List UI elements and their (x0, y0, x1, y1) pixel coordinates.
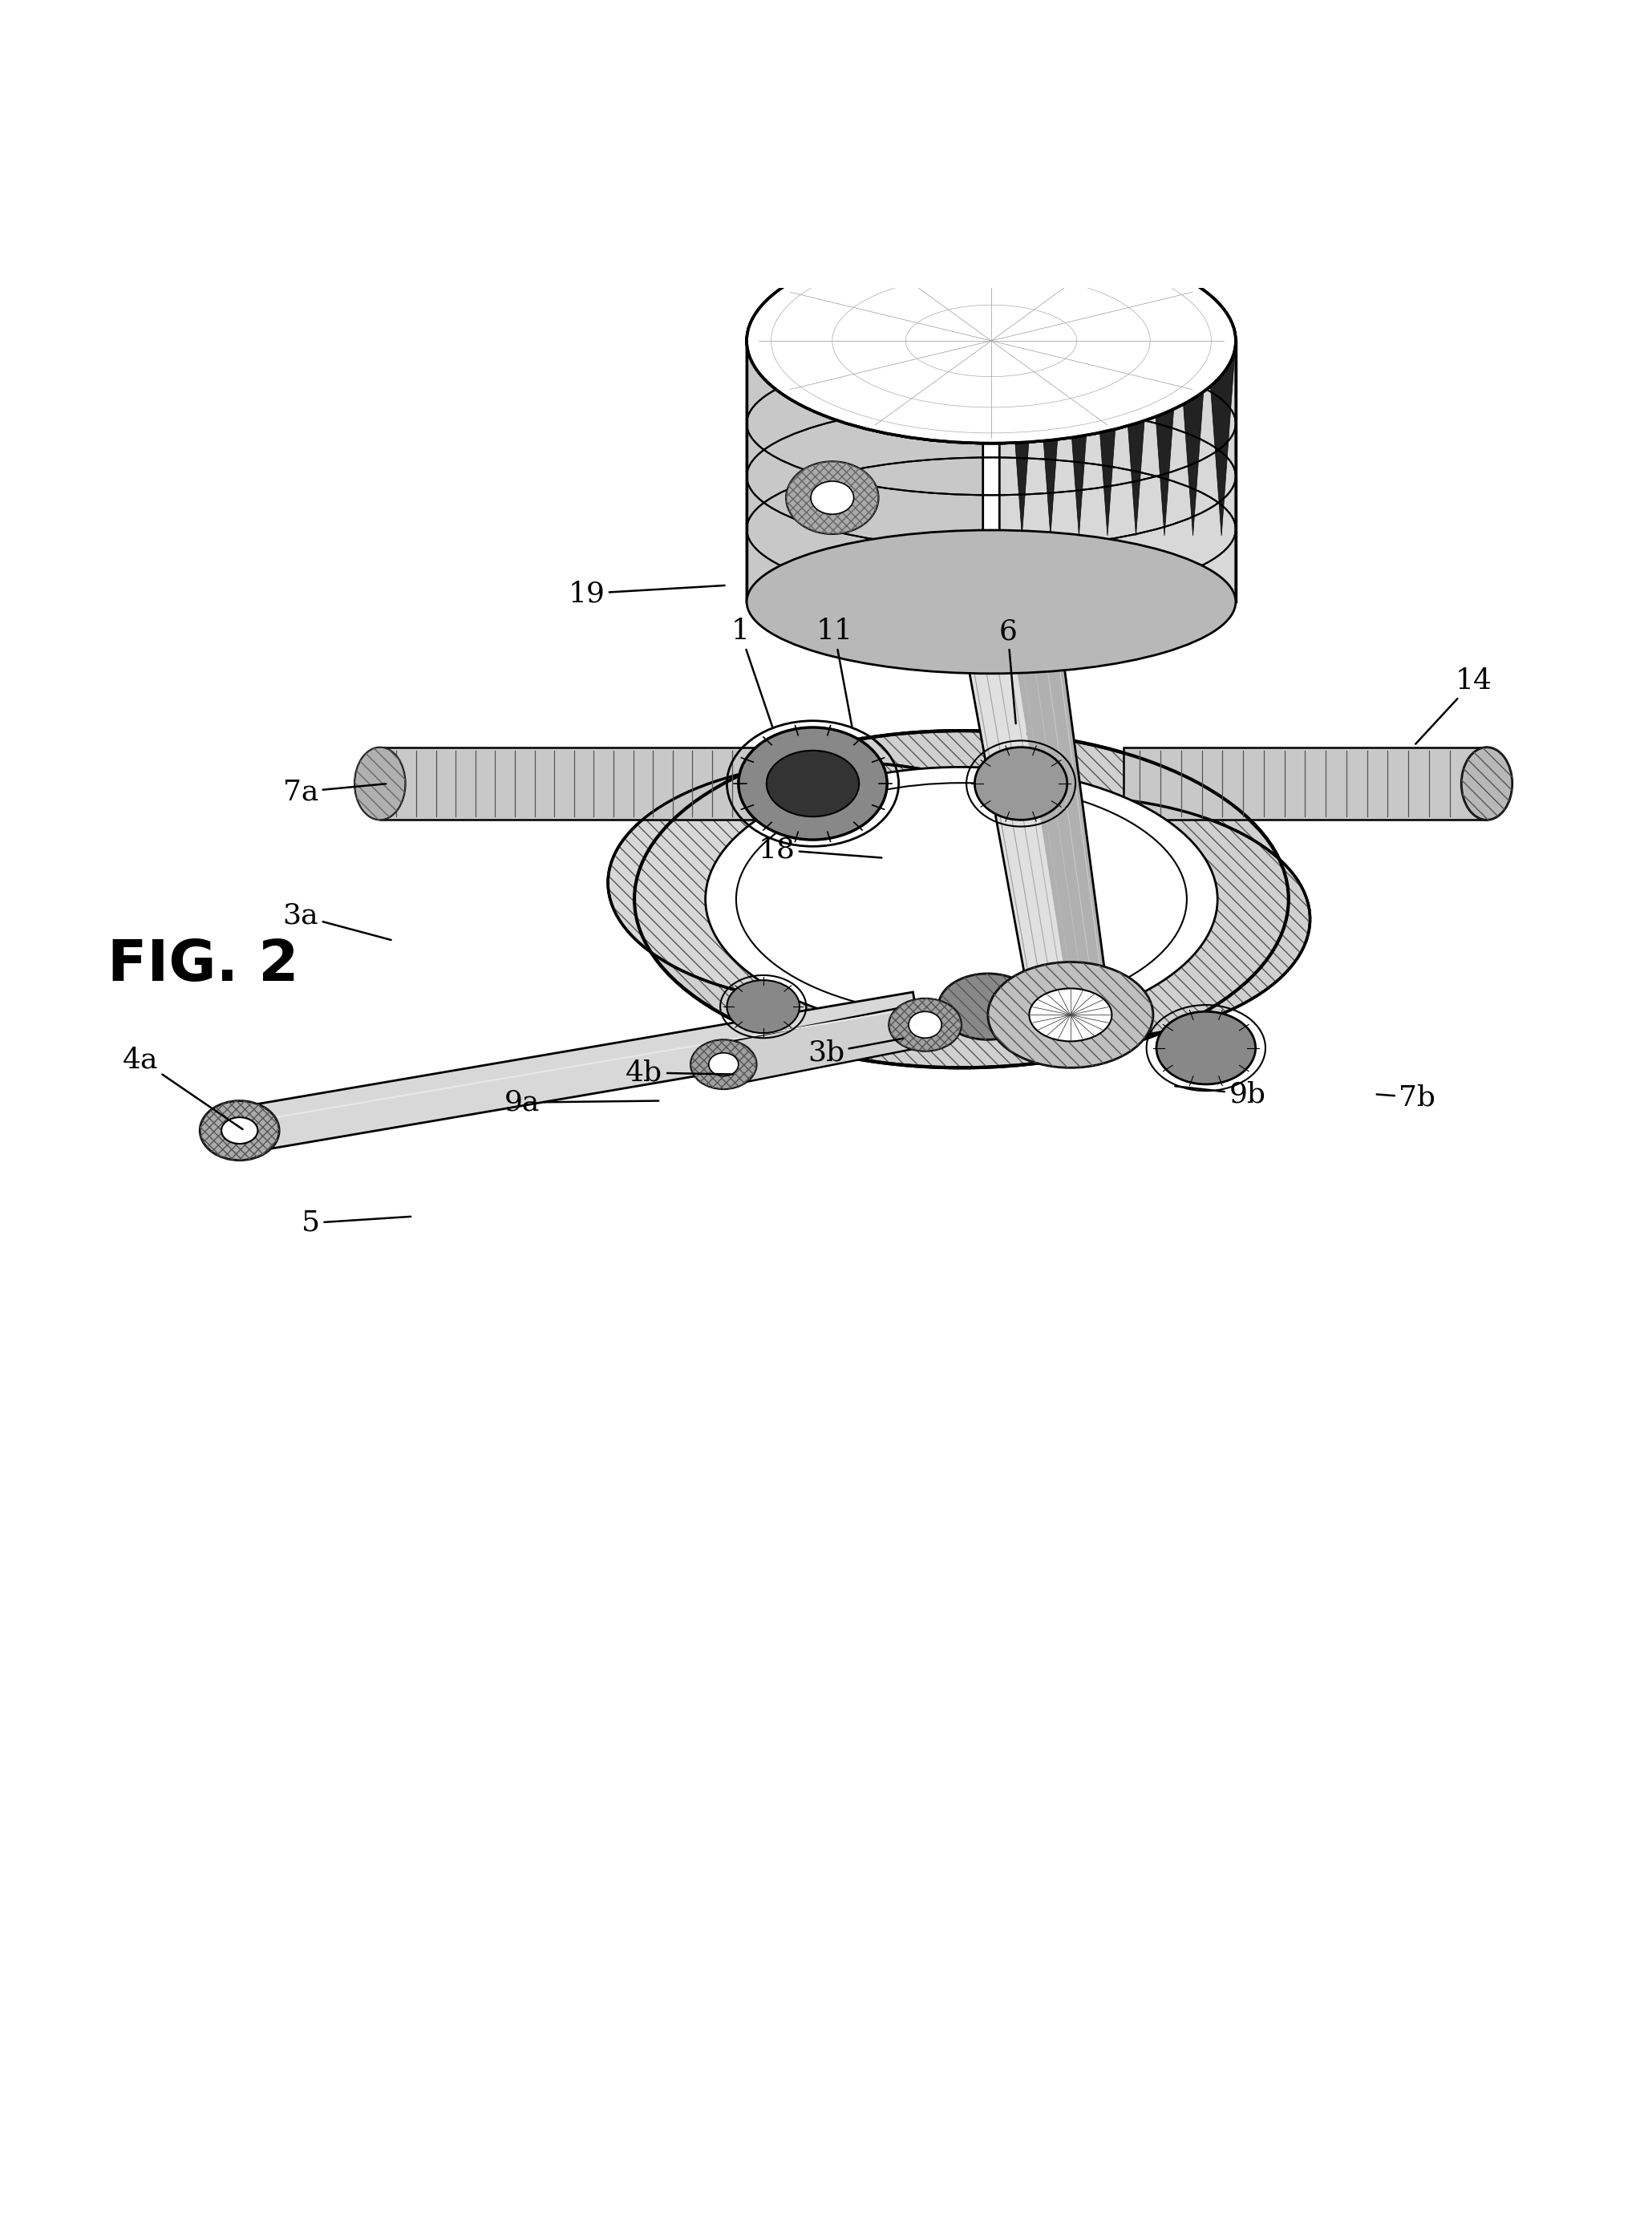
Ellipse shape (634, 731, 1289, 1067)
Ellipse shape (709, 1054, 738, 1076)
Polygon shape (999, 341, 1236, 602)
Text: 14: 14 (1416, 668, 1492, 744)
Ellipse shape (889, 998, 961, 1052)
Text: 7b: 7b (1376, 1083, 1436, 1112)
Ellipse shape (747, 238, 1236, 443)
Polygon shape (1036, 341, 1064, 535)
Polygon shape (1122, 341, 1150, 535)
Ellipse shape (747, 238, 1236, 443)
Ellipse shape (747, 530, 1236, 673)
Text: 1: 1 (730, 617, 773, 726)
Polygon shape (1122, 341, 1150, 535)
Polygon shape (1178, 341, 1208, 535)
Ellipse shape (1462, 746, 1512, 820)
Polygon shape (380, 746, 768, 820)
Polygon shape (1006, 602, 1108, 1003)
Polygon shape (1208, 341, 1236, 535)
Text: 6: 6 (998, 617, 1018, 724)
Ellipse shape (727, 980, 800, 1034)
Polygon shape (1064, 341, 1094, 535)
Text: 18: 18 (758, 836, 882, 862)
Polygon shape (236, 991, 920, 1154)
Ellipse shape (705, 766, 1218, 1032)
Ellipse shape (811, 481, 854, 515)
Text: 3a: 3a (282, 902, 392, 940)
Text: 11: 11 (816, 617, 852, 726)
Polygon shape (1094, 341, 1122, 535)
Text: 9a: 9a (504, 1089, 659, 1116)
Polygon shape (719, 1003, 930, 1085)
Text: 5: 5 (301, 1210, 411, 1237)
Text: 4b: 4b (626, 1058, 733, 1087)
Ellipse shape (355, 746, 405, 820)
Ellipse shape (763, 842, 922, 925)
Ellipse shape (831, 798, 1310, 1040)
Polygon shape (1064, 341, 1094, 535)
Text: 7a: 7a (282, 778, 387, 807)
Text: 19: 19 (568, 579, 725, 608)
Ellipse shape (691, 1040, 757, 1089)
Ellipse shape (608, 762, 1077, 1003)
Ellipse shape (988, 962, 1153, 1067)
Ellipse shape (1029, 989, 1112, 1040)
Ellipse shape (975, 746, 1067, 820)
Polygon shape (747, 341, 983, 602)
Polygon shape (1178, 341, 1208, 535)
Ellipse shape (938, 974, 1037, 1040)
Ellipse shape (221, 1116, 258, 1143)
Text: 3b: 3b (808, 1038, 904, 1067)
Ellipse shape (786, 461, 879, 535)
Text: 4a: 4a (122, 1045, 243, 1130)
Polygon shape (957, 602, 1069, 1003)
Polygon shape (1150, 341, 1178, 535)
Ellipse shape (1156, 1012, 1256, 1085)
Text: 9b: 9b (1175, 1081, 1265, 1107)
Ellipse shape (747, 238, 1236, 443)
Ellipse shape (200, 1101, 279, 1161)
Polygon shape (1150, 341, 1178, 535)
Polygon shape (1123, 746, 1487, 820)
Polygon shape (1036, 341, 1064, 535)
Polygon shape (1208, 341, 1236, 535)
Ellipse shape (767, 751, 859, 818)
Ellipse shape (738, 726, 887, 840)
Ellipse shape (909, 1012, 942, 1038)
Polygon shape (1094, 341, 1122, 535)
Ellipse shape (991, 878, 1150, 960)
Polygon shape (1008, 341, 1036, 535)
Text: FIG. 2: FIG. 2 (107, 938, 299, 994)
